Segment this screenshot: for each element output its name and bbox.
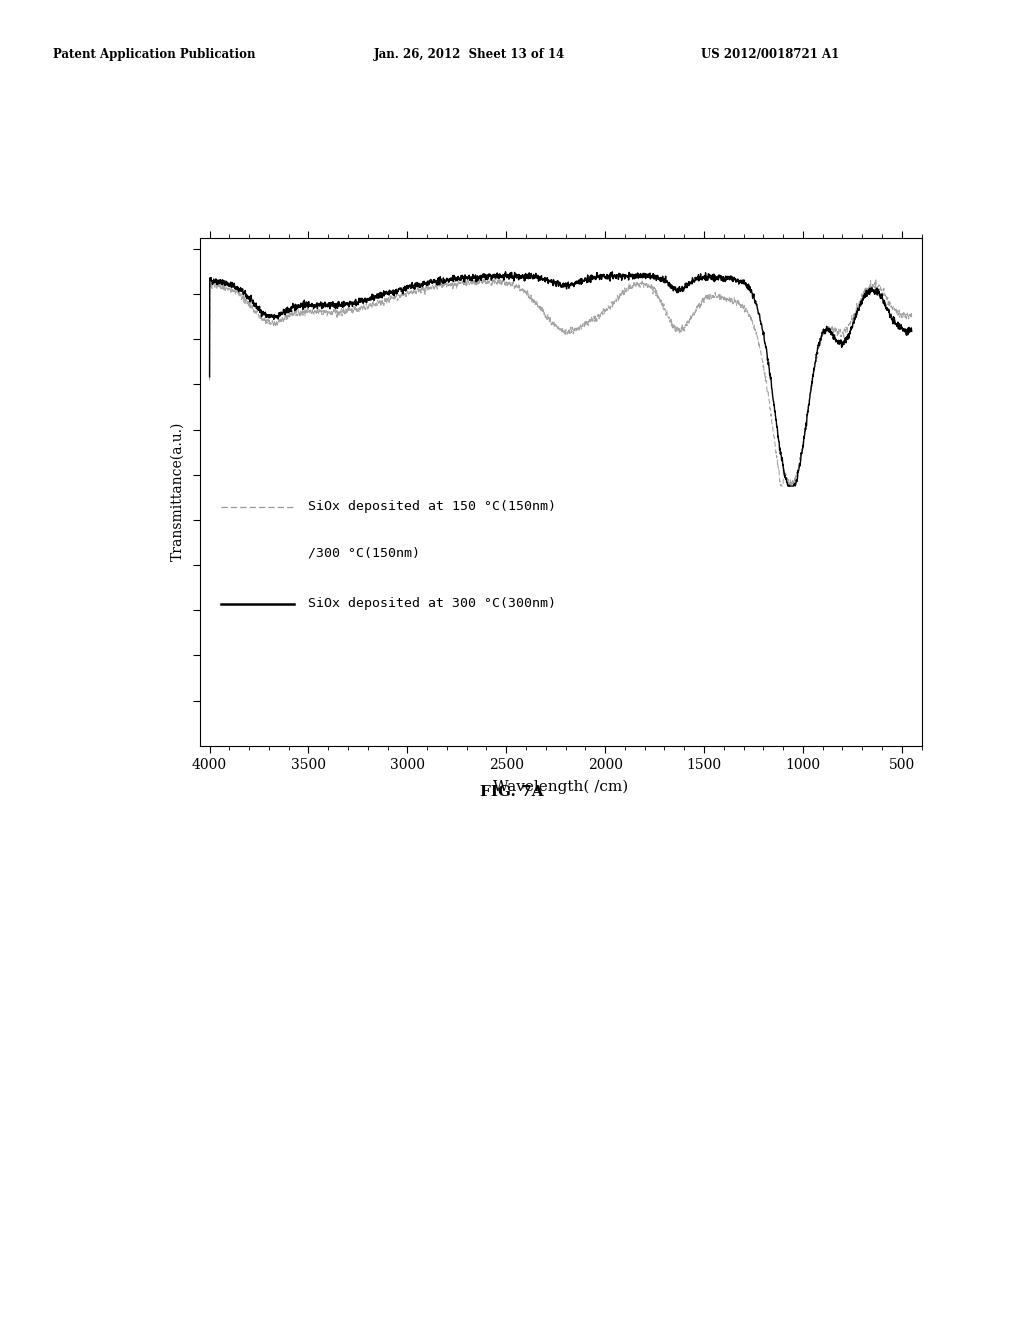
Y-axis label: Transmittance(a.u.): Transmittance(a.u.) xyxy=(170,422,184,561)
Text: SiOx deposited at 150 °C(150nm): SiOx deposited at 150 °C(150nm) xyxy=(308,500,556,513)
Text: US 2012/0018721 A1: US 2012/0018721 A1 xyxy=(701,48,840,61)
Text: FIG. 7A: FIG. 7A xyxy=(480,785,544,800)
Text: SiOx deposited at 300 °C(300nm): SiOx deposited at 300 °C(300nm) xyxy=(308,597,556,610)
Text: Jan. 26, 2012  Sheet 13 of 14: Jan. 26, 2012 Sheet 13 of 14 xyxy=(374,48,565,61)
X-axis label: Wavelength( /cm): Wavelength( /cm) xyxy=(493,780,629,795)
Text: /300 °C(150nm): /300 °C(150nm) xyxy=(308,546,420,560)
Text: Patent Application Publication: Patent Application Publication xyxy=(53,48,256,61)
